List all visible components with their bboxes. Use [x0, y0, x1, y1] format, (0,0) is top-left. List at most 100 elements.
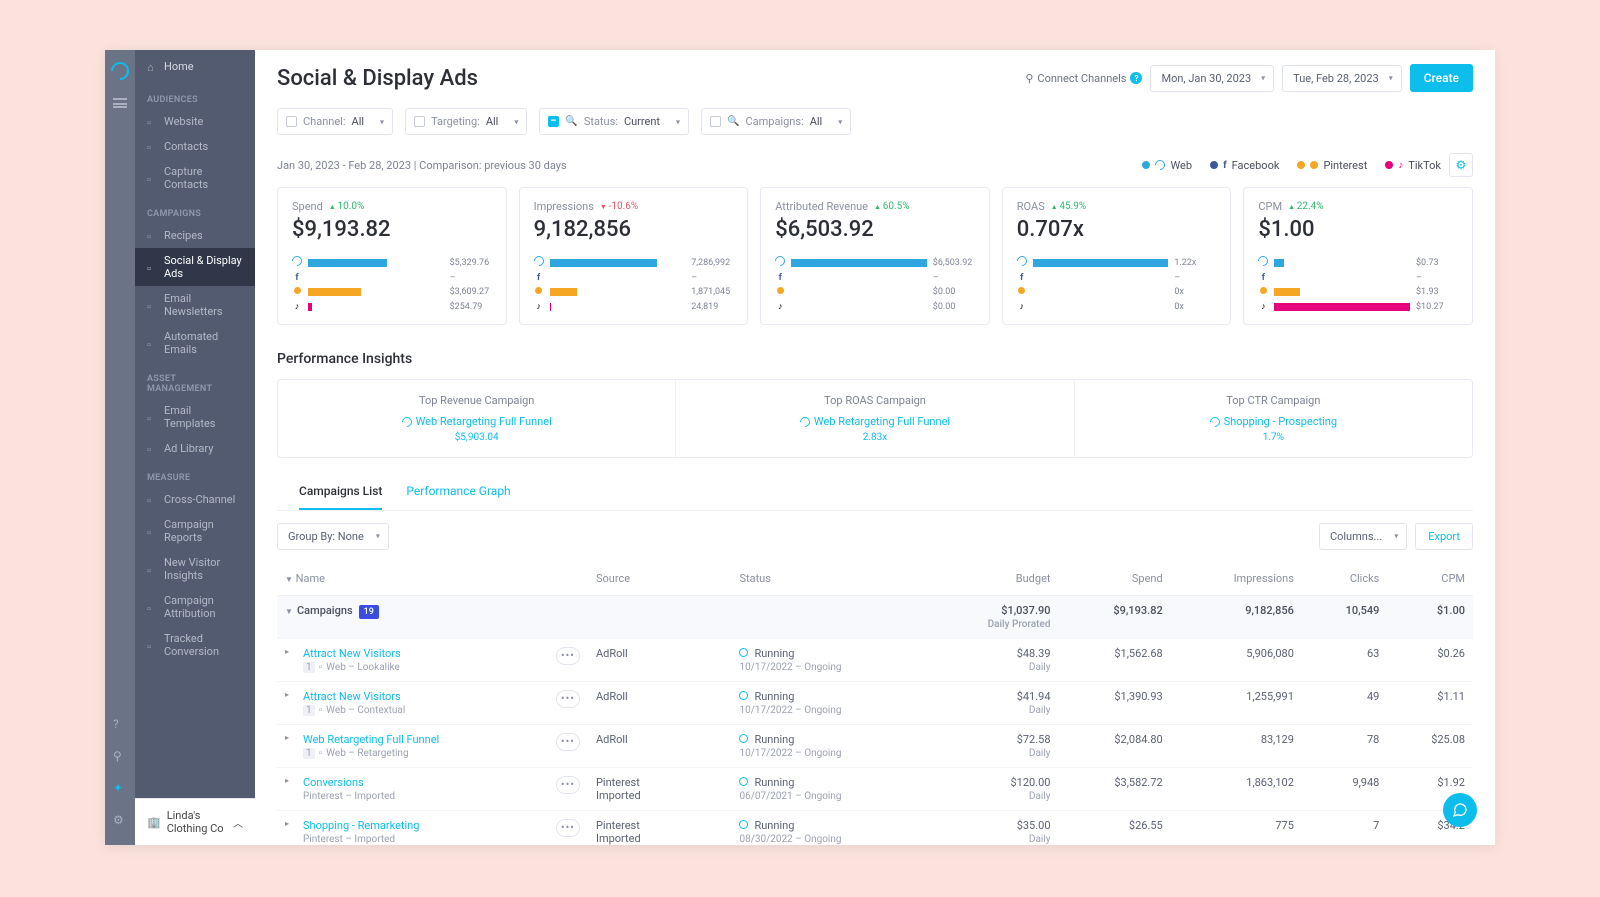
sidebar-item[interactable]: ▫Campaign Attribution: [135, 588, 255, 626]
sidebar-item-icon: ▫: [147, 412, 158, 423]
sidebar-item[interactable]: ▫Social & Display Ads: [135, 248, 255, 286]
create-button[interactable]: Create: [1410, 64, 1473, 92]
insight-link[interactable]: Web Retargeting Full Funnel: [800, 415, 950, 428]
sidebar-home[interactable]: ⌂ Home: [135, 50, 255, 83]
metric-bar-row: f–: [1258, 273, 1458, 283]
sidebar-item-label: New Visitor Insights: [164, 556, 243, 582]
sidebar-item[interactable]: ▫Email Templates: [135, 398, 255, 436]
metric-bar-row: ♪0x: [1017, 301, 1217, 312]
campaign-name-link[interactable]: Attract New Visitors: [303, 647, 550, 660]
expand-icon[interactable]: ▸: [285, 733, 293, 742]
expand-icon[interactable]: ▸: [285, 690, 293, 699]
th-clicks[interactable]: Clicks: [1302, 562, 1387, 596]
cell-budget: $120.00: [931, 776, 1051, 789]
connect-channels-link[interactable]: ⚲ Connect Channels ?: [1025, 72, 1142, 85]
th-budget[interactable]: Budget: [923, 562, 1059, 596]
sidebar-item[interactable]: ▫Ad Library: [135, 436, 255, 461]
sidebar-item[interactable]: ▫Campaign Reports: [135, 512, 255, 550]
metric-bar-value: –: [450, 273, 492, 283]
cell-budget-sub: Daily: [931, 705, 1051, 716]
tab-campaigns-list[interactable]: Campaigns List: [299, 484, 382, 510]
metric-bar-row: ♪24,819: [534, 301, 734, 312]
sidebar-item[interactable]: ▫Website: [135, 109, 255, 134]
sidebar-item[interactable]: ▫Automated Emails: [135, 324, 255, 362]
help-icon[interactable]: ?: [1130, 72, 1142, 84]
insight-link[interactable]: Web Retargeting Full Funnel: [402, 415, 552, 428]
group-by-select[interactable]: Group By: None: [277, 523, 389, 550]
channel-icon: f: [534, 273, 544, 283]
metrics-settings-button[interactable]: ⚙: [1449, 153, 1473, 177]
sidebar-item-icon: ▫: [147, 338, 158, 349]
metric-bar-value: $254.79: [450, 302, 492, 312]
cell-budget-sub: Daily: [931, 662, 1051, 673]
filter-pill[interactable]: Targeting: All: [405, 108, 527, 135]
row-menu-button[interactable]: •••: [556, 690, 580, 708]
table-row: ▸Web Retargeting Full Funnel1 ▫ Web – Re…: [277, 724, 1473, 767]
sidebar-item[interactable]: ▫Cross-Channel: [135, 487, 255, 512]
metric-bar-row: ♪$10.27: [1258, 301, 1458, 312]
th-name[interactable]: ▼ Name: [277, 562, 588, 596]
connect-icon[interactable]: ⚲: [113, 749, 127, 763]
campaign-name-link[interactable]: Conversions: [303, 776, 550, 789]
sidebar-footer[interactable]: 🏢 Linda's Clothing Co ︿: [135, 798, 255, 845]
cell-source: PinterestImported: [588, 767, 732, 810]
settings-icon[interactable]: ⚙: [113, 813, 127, 827]
channel-icon: [1017, 287, 1027, 297]
sidebar-item[interactable]: ▫Email Newsletters: [135, 286, 255, 324]
filter-pill[interactable]: 🔍Status: Current: [539, 108, 689, 135]
cell-impressions: 83,129: [1171, 724, 1302, 767]
sidebar-item[interactable]: ▫Capture Contacts: [135, 159, 255, 197]
date-from-select[interactable]: Mon, Jan 30, 2023: [1150, 65, 1274, 92]
metric-bar-row: 1,871,045: [534, 287, 734, 297]
row-menu-button[interactable]: •••: [556, 776, 580, 794]
table-row: ▸Attract New Visitors1 ▫ Web – Contextua…: [277, 681, 1473, 724]
expand-icon[interactable]: ▸: [285, 819, 293, 828]
insights-row: Top Revenue CampaignWeb Retargeting Full…: [277, 379, 1473, 458]
date-to-select[interactable]: Tue, Feb 28, 2023: [1282, 65, 1402, 92]
table-summary-row[interactable]: ▼Campaigns19 $1,037.90Daily Prorated $9,…: [277, 595, 1473, 638]
sidebar-item-label: Ad Library: [164, 442, 213, 455]
campaign-name-link[interactable]: Web Retargeting Full Funnel: [303, 733, 550, 746]
tab-performance-graph[interactable]: Performance Graph: [406, 484, 510, 510]
expand-icon[interactable]: ▸: [285, 776, 293, 785]
export-button[interactable]: Export: [1415, 523, 1473, 550]
filter-pill[interactable]: 🔍Campaigns: All: [701, 108, 851, 135]
collapse-icon[interactable]: ▼: [285, 607, 293, 616]
metric-label: CPM: [1258, 200, 1282, 213]
filter-pill[interactable]: Channel: All: [277, 108, 393, 135]
expand-icon[interactable]: ▸: [285, 647, 293, 656]
cell-status-sub: 10/17/2022 – Ongoing: [739, 748, 914, 759]
notification-icon[interactable]: ✦: [113, 781, 127, 795]
sidebar-item[interactable]: ▫Contacts: [135, 134, 255, 159]
cell-cpm: $0.26: [1387, 638, 1473, 681]
row-menu-button[interactable]: •••: [556, 733, 580, 751]
campaign-name-link[interactable]: Attract New Visitors: [303, 690, 550, 703]
campaigns-table: ▼ Name Source Status Budget Spend Impres…: [277, 562, 1473, 846]
filter-checkbox[interactable]: [548, 116, 559, 127]
channel-icon: [775, 287, 785, 297]
table-tabs: Campaigns List Performance Graph: [277, 458, 1473, 511]
campaign-name-link[interactable]: Shopping - Remarketing: [303, 819, 550, 832]
help-icon[interactable]: ?: [113, 717, 127, 731]
th-spend[interactable]: Spend: [1059, 562, 1171, 596]
cell-spend: $3,582.72: [1059, 767, 1171, 810]
insight-link[interactable]: Shopping - Prospecting: [1210, 415, 1337, 428]
filter-checkbox[interactable]: [414, 116, 425, 127]
legend-item: fFacebook: [1210, 159, 1279, 172]
sidebar-item[interactable]: ▫Recipes: [135, 223, 255, 248]
th-impressions[interactable]: Impressions: [1171, 562, 1302, 596]
sidebar-item[interactable]: ▫New Visitor Insights: [135, 550, 255, 588]
row-menu-button[interactable]: •••: [556, 647, 580, 665]
metric-bar-value: $6,503.92: [933, 258, 975, 268]
th-status[interactable]: Status: [731, 562, 922, 596]
menu-toggle-icon[interactable]: [113, 98, 127, 108]
filter-checkbox[interactable]: [710, 116, 721, 127]
sidebar-item[interactable]: ▫Tracked Conversion: [135, 626, 255, 664]
chat-fab[interactable]: [1443, 793, 1477, 827]
insight-card: Top ROAS CampaignWeb Retargeting Full Fu…: [675, 380, 1073, 457]
filter-checkbox[interactable]: [286, 116, 297, 127]
th-source[interactable]: Source: [588, 562, 732, 596]
row-menu-button[interactable]: •••: [556, 819, 580, 837]
th-cpm[interactable]: CPM: [1387, 562, 1473, 596]
columns-button[interactable]: Columns...: [1319, 523, 1407, 550]
